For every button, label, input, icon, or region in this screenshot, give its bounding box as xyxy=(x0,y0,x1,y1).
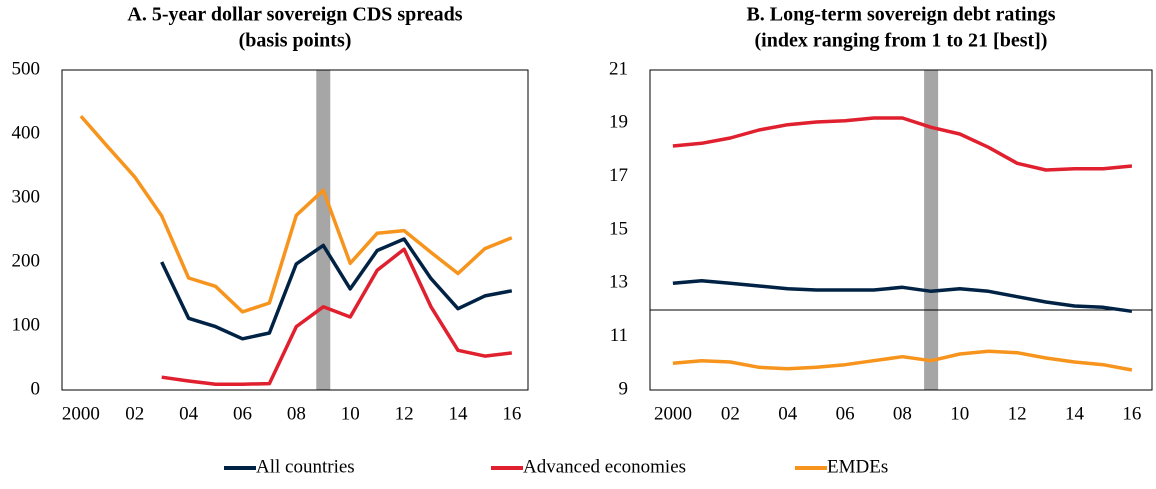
x-tick-label: 02 xyxy=(125,403,144,424)
series-line xyxy=(672,116,1133,172)
y-tick-label: 11 xyxy=(610,325,628,346)
y-tick-label: 200 xyxy=(12,250,41,271)
x-tick-label: 08 xyxy=(893,403,912,424)
x-tick-label: 2000 xyxy=(62,403,100,424)
x-tick-label: 12 xyxy=(1008,403,1027,424)
x-tick-label: 02 xyxy=(721,403,740,424)
y-tick-label: 0 xyxy=(31,378,41,399)
x-tick-label: 14 xyxy=(448,403,468,424)
x-tick-label: 14 xyxy=(1065,403,1085,424)
y-tick-label: 21 xyxy=(609,58,628,79)
y-tick-label: 17 xyxy=(609,165,628,186)
highlight-band xyxy=(924,70,939,390)
chart-title: B. Long-term sovereign debt ratings xyxy=(746,4,1055,26)
series-line xyxy=(79,114,513,314)
x-tick-label: 10 xyxy=(341,403,360,424)
plot-frame xyxy=(61,69,529,391)
x-tick-label: 06 xyxy=(836,403,855,424)
x-tick-label: 04 xyxy=(179,403,199,424)
x-tick-label: 16 xyxy=(502,403,521,424)
chart-subtitle: (basis points) xyxy=(239,30,352,52)
series-line xyxy=(160,237,513,341)
y-tick-label: 9 xyxy=(619,378,629,399)
y-tick-label: 500 xyxy=(12,58,41,79)
x-tick-label: 2000 xyxy=(654,403,692,424)
y-tick-label: 13 xyxy=(609,272,628,293)
y-tick-label: 19 xyxy=(609,112,628,133)
legend-label: EMDEs xyxy=(827,456,888,477)
plot-frame xyxy=(649,69,1153,391)
y-tick-label: 300 xyxy=(12,186,41,207)
x-tick-label: 08 xyxy=(287,403,306,424)
x-tick-label: 10 xyxy=(950,403,969,424)
x-tick-label: 16 xyxy=(1122,403,1141,424)
x-tick-label: 12 xyxy=(395,403,414,424)
highlight-band xyxy=(316,70,331,390)
y-tick-label: 100 xyxy=(12,314,41,335)
series-line xyxy=(672,349,1133,372)
y-tick-label: 400 xyxy=(12,122,41,143)
series-line xyxy=(672,278,1133,314)
legend-label: Advanced economies xyxy=(523,456,686,477)
legend-label: All countries xyxy=(256,456,355,477)
x-tick-label: 06 xyxy=(233,403,252,424)
y-tick-label: 15 xyxy=(609,218,628,239)
series-line xyxy=(161,247,513,386)
chart-subtitle: (index ranging from 1 to 21 [best]) xyxy=(755,30,1048,52)
x-tick-label: 04 xyxy=(778,403,798,424)
chart-title: A. 5-year dollar sovereign CDS spreads xyxy=(127,4,462,26)
